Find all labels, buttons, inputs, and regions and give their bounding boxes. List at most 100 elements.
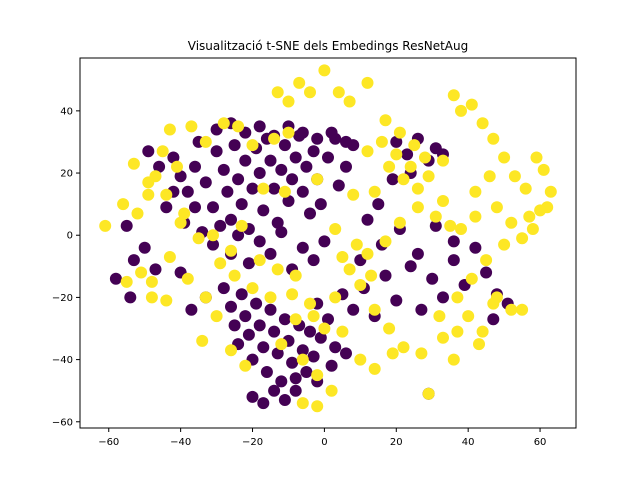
scatter-point-series1-58 <box>447 353 460 366</box>
scatter-point-series1-97 <box>120 275 133 288</box>
scatter-point-series0-69 <box>253 319 266 332</box>
scatter-point-series1-27 <box>437 154 449 167</box>
scatter-point-series0-70 <box>257 341 270 354</box>
scatter-point-series0-51 <box>232 229 245 242</box>
scatter-point-series1-73 <box>411 182 424 195</box>
scatter-point-series0-87 <box>322 313 334 326</box>
scatter-point-series1-50 <box>465 272 478 285</box>
scatter-point-series1-130 <box>318 322 331 335</box>
scatter-point-series0-4 <box>181 185 194 198</box>
scatter-point-series0-149 <box>340 347 352 360</box>
scatter-point-series0-119 <box>127 254 140 267</box>
scatter-point-series0-138 <box>325 126 338 139</box>
scatter-point-series0-59 <box>318 235 331 248</box>
scatter-point-series0-55 <box>275 226 288 239</box>
scatter-point-series1-106 <box>289 269 302 282</box>
y-tick-label: −40 <box>52 355 73 366</box>
scatter-point-series0-28 <box>282 195 295 207</box>
scatter-point-series1-125 <box>225 244 237 257</box>
scatter-point-series0-1 <box>153 160 166 173</box>
plot-frame <box>79 57 577 429</box>
scatter-point-series0-90 <box>257 397 270 410</box>
scatter-point-series1-71 <box>383 160 396 173</box>
scatter-point-series1-104 <box>253 254 266 267</box>
scatter-point-series0-140 <box>109 272 122 285</box>
scatter-point-series0-33 <box>300 160 313 173</box>
scatter-point-series0-104 <box>447 254 460 267</box>
scatter-point-series0-81 <box>296 344 309 357</box>
y-tick-label: 0 <box>67 231 73 242</box>
scatter-point-series0-62 <box>228 319 241 332</box>
scatter-point-series1-41 <box>469 185 482 198</box>
scatter-point-series1-118 <box>390 148 403 161</box>
x-tick-label: −60 <box>98 437 119 448</box>
scatter-point-series1-63 <box>354 279 367 291</box>
scatter-point-series1-20 <box>332 86 345 99</box>
scatter-point-series1-100 <box>174 216 187 229</box>
scatter-point-series0-106 <box>469 241 482 254</box>
scatter-point-series0-75 <box>275 375 288 388</box>
scatter-point-series1-56 <box>516 303 529 316</box>
scatter-point-series1-65 <box>379 235 392 248</box>
scatter-point-series0-110 <box>390 135 403 148</box>
scatter-point-series0-66 <box>242 328 255 341</box>
points-layer <box>99 64 557 413</box>
scatter-point-series1-31 <box>476 117 489 130</box>
scatter-point-series1-121 <box>142 176 155 189</box>
scatter-point-series1-109 <box>365 269 378 282</box>
scatter-point-series0-92 <box>278 394 291 406</box>
scatter-point-series0-137 <box>311 132 324 145</box>
scatter-point-series1-21 <box>343 95 356 108</box>
scatter-point-series0-82 <box>300 366 313 378</box>
scatter-point-series1-120 <box>127 157 140 170</box>
scatter-point-series1-23 <box>379 114 392 127</box>
scatter-point-series0-10 <box>217 163 230 176</box>
scatter-point-series0-11 <box>221 185 234 198</box>
scatter-point-series0-146 <box>487 313 500 326</box>
scatter-point-series0-125 <box>447 235 460 248</box>
scatter-point-series0-100 <box>404 260 417 273</box>
scatter-point-series0-65 <box>239 310 252 323</box>
scatter-point-series1-137 <box>451 325 464 338</box>
scatter-point-series0-2 <box>167 151 180 164</box>
scatter-point-series1-6 <box>163 123 176 136</box>
scatter-point-series1-139 <box>487 297 500 310</box>
scatter-point-series0-7 <box>199 176 212 189</box>
scatter-point-series1-124 <box>207 229 219 242</box>
scatter-point-series1-13 <box>268 132 281 145</box>
scatter-point-series0-25 <box>271 216 284 229</box>
scatter-point-series1-9 <box>199 135 212 148</box>
scatter-point-series0-103 <box>437 291 449 304</box>
scatter-point-series0-107 <box>480 266 493 279</box>
scatter-point-series0-78 <box>286 356 299 369</box>
scatter-point-series0-143 <box>185 303 198 316</box>
scatter-point-series1-12 <box>246 139 259 152</box>
scatter-point-series1-75 <box>437 195 449 207</box>
scatter-point-series1-67 <box>411 201 424 214</box>
scatter-point-series1-32 <box>487 132 500 145</box>
scatter-point-series1-99 <box>160 294 173 307</box>
scatter-point-series0-120 <box>361 213 374 226</box>
scatter-point-series0-127 <box>372 198 385 211</box>
x-tick-label: −20 <box>242 437 263 448</box>
scatter-point-series1-61 <box>383 322 396 335</box>
scatter-point-series1-126 <box>246 282 259 295</box>
scatter-point-series1-25 <box>408 139 421 152</box>
scatter-point-series0-9 <box>210 145 223 158</box>
scatter-point-series1-91 <box>199 291 212 304</box>
scatter-point-series0-116 <box>120 219 133 232</box>
scatter-point-series1-48 <box>516 232 529 245</box>
scatter-point-series1-62 <box>368 303 381 316</box>
scatter-point-series1-80 <box>304 297 316 310</box>
scatter-point-series1-8 <box>185 120 198 133</box>
scatter-point-series1-42 <box>490 201 503 214</box>
scatter-point-series1-14 <box>282 126 295 139</box>
scatter-point-series0-68 <box>250 297 263 310</box>
scatter-point-series1-132 <box>354 353 367 366</box>
scatter-point-series0-20 <box>253 167 266 179</box>
scatter-point-series0-29 <box>286 173 299 186</box>
scatter-point-series1-69 <box>444 219 457 232</box>
scatter-point-series0-16 <box>239 154 252 167</box>
scatter-point-series0-76 <box>278 313 291 326</box>
